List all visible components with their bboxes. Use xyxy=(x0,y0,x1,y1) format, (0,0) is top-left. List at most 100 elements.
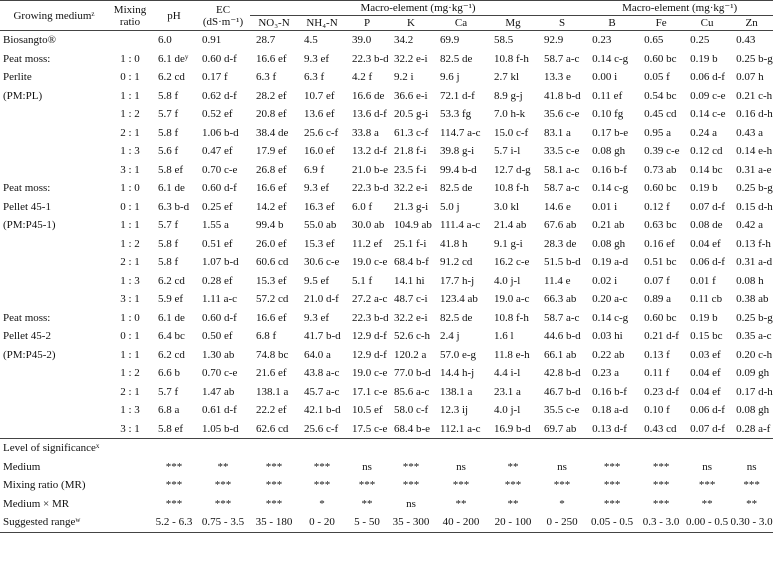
cell-text: 1.07 b-d xyxy=(202,256,239,269)
cell-text: *** xyxy=(504,479,522,492)
cell-text: 0.03 ef xyxy=(690,348,721,361)
cell-text: 82.5 de xyxy=(440,52,473,65)
value-cell: 0.07 d-f xyxy=(684,420,730,439)
value-cell: 51.5 b-d xyxy=(538,253,586,272)
value-cell: 0.20 a-c xyxy=(586,290,638,309)
medium-cell xyxy=(0,383,108,402)
cell-text: 0.54 bc xyxy=(644,89,677,102)
value-cell: 1.55 a xyxy=(196,216,250,235)
cell-text: 1 : 1 xyxy=(120,89,140,102)
cell-text: 2.4 j xyxy=(440,330,460,343)
significance-cell: *** xyxy=(346,476,388,495)
value-cell: 17.5 c-e xyxy=(346,420,388,439)
data-row: 1 : 3 6.2 cd 0.28 ef 15.3 ef 9.5 ef 5.1 f 14.1… xyxy=(0,272,773,291)
cell-text: 38.4 de xyxy=(256,126,289,139)
cell-text: ns xyxy=(702,460,712,473)
value-cell: 9.5 ef xyxy=(298,272,346,291)
value-cell: 13.2 d-f xyxy=(346,142,388,161)
cell-text: 33.8 a xyxy=(352,126,379,139)
value-cell: 0.02 i xyxy=(586,272,638,291)
value-cell: 2.4 j xyxy=(434,327,488,346)
cell-text: 0.14 c-g xyxy=(592,311,629,324)
footnote-mark: w xyxy=(75,516,81,525)
value-cell: 0.06 d-f xyxy=(684,68,730,87)
cell-text: 0.12 cd xyxy=(690,145,723,158)
medium-cell xyxy=(0,272,108,291)
cell-text: 0.03 hi xyxy=(592,330,623,343)
value-cell: 4.0 j-l xyxy=(488,401,538,420)
value-cell: 0.19 b xyxy=(684,309,730,328)
value-cell: 0.39 c-e xyxy=(638,142,684,161)
cell-text: 0.07 f xyxy=(644,274,670,287)
value-cell: 58.7 a-c xyxy=(538,309,586,328)
value-cell: 46.7 b-d xyxy=(538,383,586,402)
value-cell: 30.0 ab xyxy=(346,216,388,235)
cell-text: 0.45 cd xyxy=(644,108,677,121)
value-cell: 6.8 a xyxy=(152,401,196,420)
cell-text: 61.3 c-f xyxy=(394,126,429,139)
value-cell: 0.07 f xyxy=(638,272,684,291)
cell-text: 11.2 ef xyxy=(352,237,383,250)
value-cell: 9.3 ef xyxy=(298,309,346,328)
value-cell: 69.7 ab xyxy=(538,420,586,439)
cell-text: 0.15 bc xyxy=(690,330,723,343)
cell-text: 0.28 ef xyxy=(202,274,233,287)
cell-text: ** xyxy=(217,460,229,473)
group-header: Macro-element (mg·kg⁻¹) xyxy=(586,0,773,16)
value-cell: 25.1 f-i xyxy=(388,235,434,254)
cell-text: 17.5 c-e xyxy=(352,422,388,435)
significance-cell: *** xyxy=(586,476,638,495)
cell-text: 0.09 c-e xyxy=(690,89,726,102)
cell-text: 58.1 a-c xyxy=(544,163,580,176)
significance-cell: *** xyxy=(152,458,196,477)
cell-text: 0.14 c-e xyxy=(690,108,726,121)
header-row: NO₃-N NH₄-N P K Ca Mg S B Fe Cu Zn xyxy=(0,15,773,31)
cell-text: 26.0 ef xyxy=(256,237,287,250)
cell-text: *** xyxy=(358,479,376,492)
ratio-cell: 1 : 2 xyxy=(108,235,152,254)
cell-text: 14.4 h-j xyxy=(440,367,475,380)
value-cell: 111.4 a-c xyxy=(434,216,488,235)
cell-text: 0.13 f-h xyxy=(736,237,771,250)
cell-text: 1 : 3 xyxy=(120,404,140,417)
value-cell: 0.17 f xyxy=(196,68,250,87)
value-cell: 58.1 a-c xyxy=(538,161,586,180)
range-cell: 40 - 200 xyxy=(434,513,488,533)
footnote-mark: y xyxy=(184,52,189,61)
value-cell: 0.70 c-e xyxy=(196,161,250,180)
cell-text: 0.08 h xyxy=(736,274,764,287)
value-cell: 0.25 ef xyxy=(196,198,250,217)
significance-title: Level of significancex xyxy=(0,438,773,458)
cell-text: 22.3 b-d xyxy=(352,182,388,195)
cell-text: 0.19 b xyxy=(690,311,718,324)
table-body: Biosangto® 6.0 0.91 28.7 4.5 39.0 34.2 69.9 58.5… xyxy=(0,31,773,533)
value-cell: 0.19 b xyxy=(684,50,730,69)
data-row: 1 : 2 5.8 f 0.51 ef 26.0 ef 15.3 ef 11.2 ef 25… xyxy=(0,235,773,254)
value-cell: 60.6 cd xyxy=(250,253,298,272)
value-cell: 72.1 d-f xyxy=(434,87,488,106)
significance-title-row: Level of significancex xyxy=(0,438,773,458)
cell-text: 0.13 d-f xyxy=(592,422,627,435)
cell-text: 13.6 ef xyxy=(304,108,335,121)
value-cell: 21.3 g-i xyxy=(388,198,434,217)
value-cell: 14.4 h-j xyxy=(434,364,488,383)
cell-text: 5.8 ef xyxy=(158,163,184,176)
cell-text: 12.3 ij xyxy=(440,404,469,417)
cell-text: 138.1 a xyxy=(440,385,473,398)
cell-text: 6.1 de xyxy=(158,52,185,65)
cell-text: NO₃-N xyxy=(258,17,290,29)
cell-text: 1 : 0 xyxy=(120,311,140,324)
cell-text: 19.0 c-e xyxy=(352,367,388,380)
cell-text: pH xyxy=(167,9,181,22)
range-cell: 0.3 - 3.0 xyxy=(638,513,685,533)
cell-text: 5.7 i-l xyxy=(494,145,521,158)
element-header: Cu xyxy=(684,15,731,31)
cell-text: 5.7 f xyxy=(158,108,179,121)
cell-text: 0.70 c-e xyxy=(202,163,238,176)
cell-text: 44.6 b-d xyxy=(544,330,581,343)
cell-text: 0.14 c-g xyxy=(592,52,629,65)
value-cell: 91.2 cd xyxy=(434,253,488,272)
cell-text: 0.60 bc xyxy=(644,182,677,195)
cell-text: 0.52 ef xyxy=(202,108,233,121)
medium-cell xyxy=(0,124,108,143)
